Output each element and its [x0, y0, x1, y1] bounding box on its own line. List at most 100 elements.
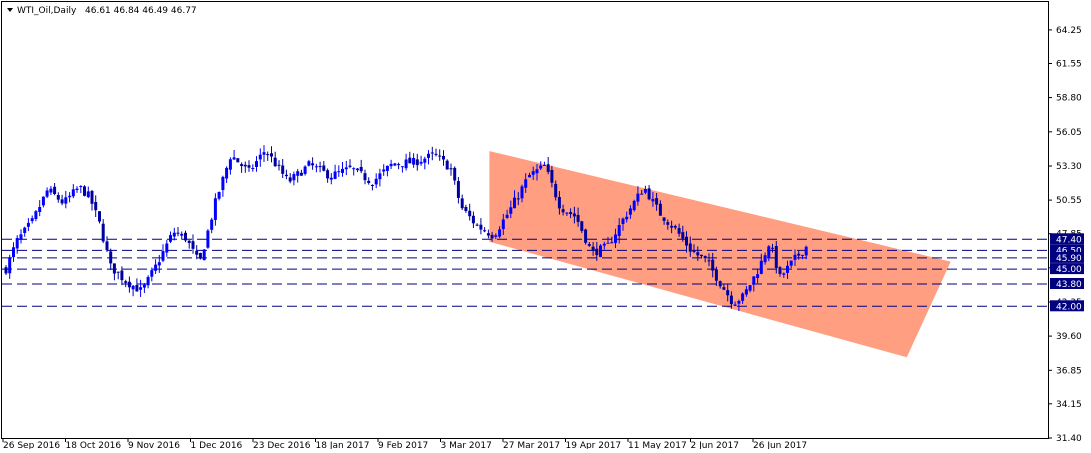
- candle-body: [539, 165, 543, 169]
- candle-body: [232, 157, 236, 160]
- candle-body: [651, 198, 655, 202]
- candle-body: [26, 222, 30, 227]
- level-label: 46.50: [1056, 246, 1082, 256]
- candle-body: [572, 213, 576, 217]
- candle-body: [744, 289, 748, 295]
- level-label-bg: [1050, 300, 1084, 312]
- candle-body: [733, 304, 737, 306]
- candle-body: [180, 233, 184, 236]
- candle-body: [614, 234, 617, 243]
- candle-body: [741, 293, 745, 301]
- candle-body: [542, 165, 546, 166]
- candle-body: [292, 174, 296, 181]
- candle-body: [520, 186, 524, 199]
- candle-body: [288, 177, 292, 182]
- candle-body: [415, 159, 419, 166]
- candle-body: [184, 232, 187, 241]
- candle-body: [610, 242, 614, 244]
- candle-body: [801, 254, 804, 256]
- candle-body: [374, 178, 378, 185]
- level-label-bg: [1050, 233, 1084, 245]
- candle-body: [187, 240, 191, 243]
- candle-body: [580, 221, 584, 231]
- candle-body: [793, 254, 797, 260]
- candle-body: [131, 285, 135, 290]
- candle-body: [154, 264, 158, 271]
- candle-body: [685, 236, 688, 246]
- horizontal-levels: [2, 238, 1048, 307]
- candle-body: [640, 193, 644, 195]
- level-label: 43.80: [1056, 280, 1082, 290]
- candle-body: [217, 192, 221, 199]
- candle-body: [112, 263, 116, 274]
- candle-body: [247, 165, 251, 168]
- candle-body: [442, 156, 445, 160]
- y-tick-label: 36.85: [1056, 366, 1082, 376]
- candle-body: [561, 209, 565, 213]
- candle-body: [8, 257, 12, 274]
- candle-body: [797, 253, 801, 256]
- candle-body: [681, 232, 685, 239]
- candle-body: [771, 247, 774, 249]
- candle-body: [262, 152, 266, 155]
- candle-body: [524, 179, 528, 188]
- candle-body: [438, 155, 442, 157]
- candle-body: [124, 281, 128, 283]
- x-tick-label: 1 Dec 2016: [191, 441, 243, 449]
- candle-body: [38, 207, 42, 212]
- candle-body: [737, 301, 741, 304]
- dropdown-triangle-icon[interactable]: [7, 8, 13, 12]
- y-tick-label: 31.40: [1056, 434, 1082, 444]
- candle-body: [576, 215, 580, 222]
- candle-body: [662, 217, 666, 221]
- candle-body: [240, 164, 244, 166]
- candle-body: [445, 160, 449, 170]
- candle-body: [591, 246, 595, 251]
- candle-body: [75, 188, 79, 190]
- candle-body: [79, 186, 83, 187]
- candle-body: [161, 251, 165, 261]
- candle-body: [176, 232, 180, 234]
- candle-body: [658, 203, 662, 216]
- candle-body: [86, 191, 90, 198]
- candle-body: [692, 250, 696, 252]
- candle-body: [700, 254, 703, 257]
- candle-body: [225, 167, 229, 179]
- candle-body: [505, 214, 509, 218]
- candle-body: [688, 243, 692, 252]
- candle-body: [804, 246, 808, 256]
- candle-body: [696, 252, 700, 256]
- candle-body: [34, 211, 38, 219]
- candle-body: [670, 225, 674, 228]
- candle-body: [165, 243, 169, 253]
- candle-body: [400, 166, 404, 168]
- candle-body: [714, 269, 718, 281]
- candle-body: [475, 224, 479, 226]
- candle-body: [449, 168, 453, 170]
- candle-body: [326, 170, 330, 179]
- candle-body: [434, 153, 438, 155]
- candle-body: [120, 270, 124, 281]
- candle-body: [101, 223, 105, 242]
- candle-body: [157, 262, 161, 266]
- candle-body: [94, 202, 98, 211]
- candle-body: [778, 267, 782, 274]
- candle-body: [281, 165, 285, 174]
- candle-body: [210, 219, 214, 230]
- candle-body: [356, 168, 359, 171]
- candle-body: [202, 249, 206, 261]
- candle-body: [307, 161, 311, 166]
- candle-body: [427, 153, 430, 158]
- candle-body: [419, 161, 423, 164]
- candle-body: [453, 167, 457, 181]
- candle-body: [726, 290, 730, 296]
- candle-body: [169, 235, 172, 242]
- x-tick-label: 18 Oct 2016: [66, 441, 122, 449]
- candle-body: [359, 167, 363, 172]
- x-tick-label: 26 Jun 2017: [753, 441, 807, 449]
- candle-body: [636, 193, 640, 202]
- candle-body: [150, 270, 154, 277]
- candle-body: [647, 188, 651, 200]
- y-tick-label: 39.60: [1056, 332, 1082, 342]
- candle-body: [655, 198, 659, 205]
